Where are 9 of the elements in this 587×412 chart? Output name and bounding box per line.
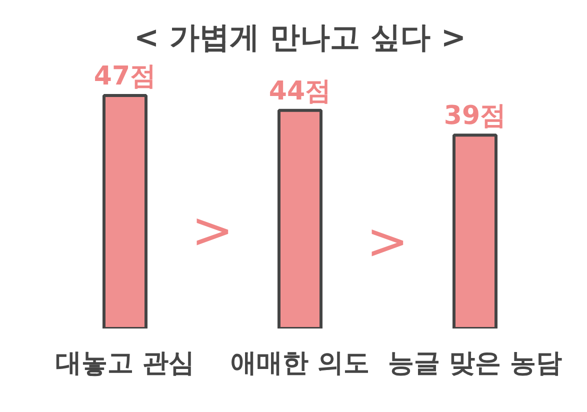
data-label: 44점 [268,76,332,106]
x-tick-label: 대놓고 관심 [55,348,195,378]
annotation: > [366,212,408,270]
data-label: 39점 [444,101,506,132]
x-tick-label: 애매한 의도 [230,348,370,378]
chart-title: < 가볍게 만나고 싶다 > [134,20,466,56]
data-label: 47점 [94,61,156,92]
annotation: > [192,201,234,260]
x-tick-label: 능글 맞은 농담 [388,348,562,378]
